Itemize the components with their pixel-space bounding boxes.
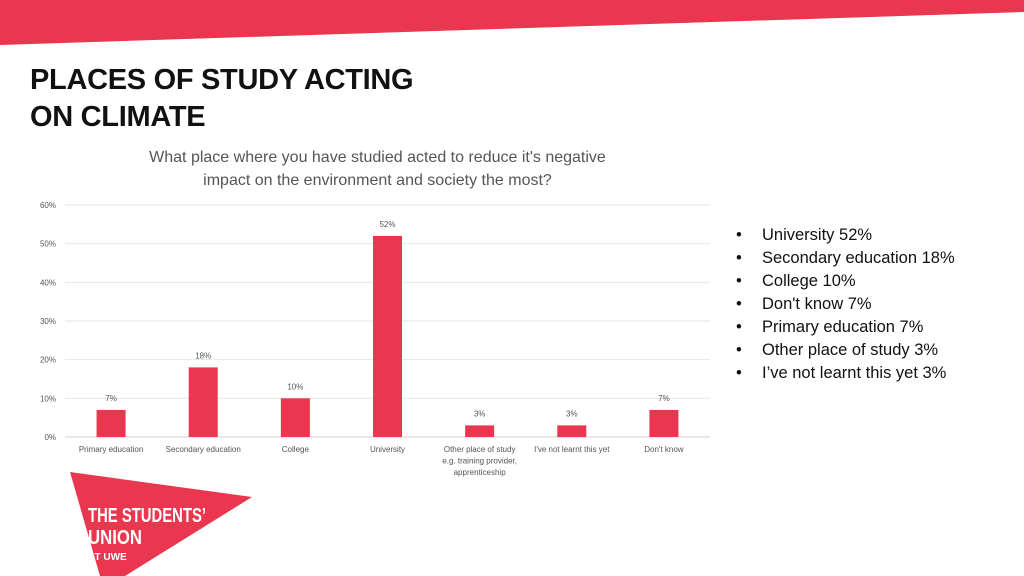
page-title-line-1: PLACES OF STUDY ACTING bbox=[30, 64, 414, 96]
bar bbox=[649, 409, 679, 437]
page-title-line-2: ON CLIMATE bbox=[30, 101, 206, 133]
y-tick-label: 30% bbox=[40, 317, 56, 326]
summary-list: University 52%Secondary education 18%Col… bbox=[736, 224, 955, 385]
chart-title: What place where you have studied acted … bbox=[100, 146, 655, 192]
bar-value-label: 52% bbox=[379, 220, 395, 229]
bar-value-label: 18% bbox=[195, 351, 211, 360]
logo-line-2: UNION bbox=[88, 527, 142, 549]
summary-item: Don't know 7% bbox=[736, 293, 955, 316]
bar bbox=[280, 398, 310, 437]
logo-triangle bbox=[70, 472, 252, 576]
bar-value-label: 7% bbox=[105, 394, 117, 403]
x-category-label: e.g. training provider, bbox=[442, 457, 517, 466]
x-category-label: University bbox=[370, 445, 405, 454]
y-tick-label: 20% bbox=[40, 356, 56, 365]
x-category-label: Primary education bbox=[79, 445, 143, 454]
summary-item: University 52% bbox=[736, 224, 955, 247]
bar bbox=[373, 235, 402, 437]
y-tick-label: 50% bbox=[40, 240, 56, 249]
x-category-label: I've not learnt this yet bbox=[534, 445, 610, 454]
summary-item: College 10% bbox=[736, 270, 955, 293]
y-tick-label: 0% bbox=[44, 433, 56, 442]
x-category-label: Secondary education bbox=[166, 445, 241, 454]
bar bbox=[557, 425, 587, 437]
summary-item: Primary education 7% bbox=[736, 316, 955, 339]
summary-item: Other place of study 3% bbox=[736, 339, 955, 362]
students-union-logo: THE STUDENTS’ UNION AT UWE bbox=[70, 472, 252, 576]
x-category-label: Don't know bbox=[644, 445, 684, 454]
x-category-label: apprenticeship bbox=[454, 468, 507, 477]
chart-title-line-1: What place where you have studied acted … bbox=[149, 149, 606, 166]
bar-value-label: 7% bbox=[658, 394, 670, 403]
bar-chart: 0% 10% 20% 30% 40% 50% 60% 7% Primary education 1… bbox=[40, 201, 710, 477]
y-tick-label: 10% bbox=[40, 394, 56, 403]
x-category-label: Other place of study bbox=[444, 445, 516, 454]
bar bbox=[96, 409, 126, 437]
summary-item: I’ve not learnt this yet 3% bbox=[736, 362, 955, 385]
top-banner bbox=[0, 0, 1024, 45]
bar-value-label: 3% bbox=[474, 409, 486, 418]
y-tick-label: 60% bbox=[40, 201, 56, 210]
bar-value-label: 10% bbox=[287, 382, 303, 391]
page-title: PLACES OF STUDY ACTING ON CLIMATE bbox=[30, 62, 450, 136]
logo-line-3: AT UWE bbox=[88, 552, 127, 563]
bar-value-label: 3% bbox=[566, 409, 578, 418]
chart-title-line-2: impact on the environment and society th… bbox=[203, 172, 552, 189]
y-tick-label: 40% bbox=[40, 278, 56, 287]
bar bbox=[465, 425, 495, 437]
x-category-label: College bbox=[282, 445, 310, 454]
summary-item: Secondary education 18% bbox=[736, 247, 955, 270]
logo-line-1: THE STUDENTS’ bbox=[88, 505, 206, 527]
bar bbox=[188, 367, 218, 437]
